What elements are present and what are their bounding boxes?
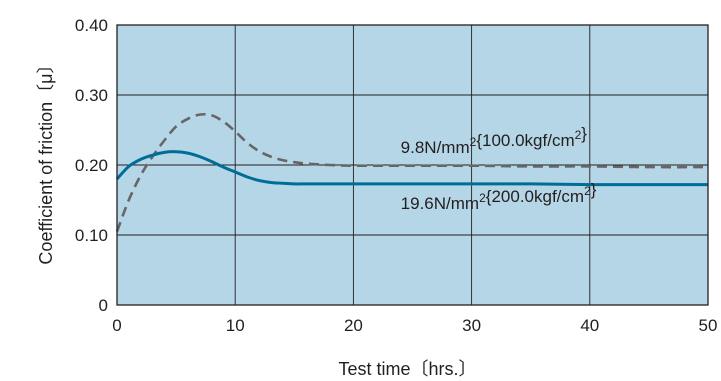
x-tick-label: 10 — [226, 316, 245, 335]
plot-border — [116, 24, 709, 306]
y-tick-label: 0.20 — [75, 156, 108, 175]
x-tick-label: 30 — [462, 316, 481, 335]
series-annotations: 9.8N/mm2{100.0kgf/cm2} 19.6N/mm2{200.0kgf… — [401, 124, 597, 213]
x-tick-label: 20 — [344, 316, 363, 335]
x-tick-labels: 0 10 20 30 40 50 — [112, 316, 717, 335]
series-annotation-2: 19.6N/mm2{200.0kgf/cm2} — [401, 180, 597, 213]
series-annotation-1: 9.8N/mm2{100.0kgf/cm2} — [401, 124, 588, 157]
y-tick-label: 0.40 — [75, 16, 108, 35]
y-tick-labels: 0 0.10 0.20 0.30 0.40 — [75, 16, 108, 315]
y-tick-label: 0.30 — [75, 86, 108, 105]
x-axis-title: Test time〔hrs.〕 — [338, 359, 476, 379]
x-tick-label: 50 — [699, 316, 718, 335]
x-tick-label: 0 — [112, 316, 121, 335]
series-line-1 — [115, 112, 709, 232]
y-axis-title: Coefficient of friction〔μ〕 — [36, 55, 56, 264]
series-line-2 — [115, 150, 708, 187]
series-layer — [115, 112, 709, 232]
y-tick-label: 0.10 — [75, 226, 108, 245]
y-tick-label: 0 — [99, 296, 108, 315]
x-tick-label: 40 — [580, 316, 599, 335]
